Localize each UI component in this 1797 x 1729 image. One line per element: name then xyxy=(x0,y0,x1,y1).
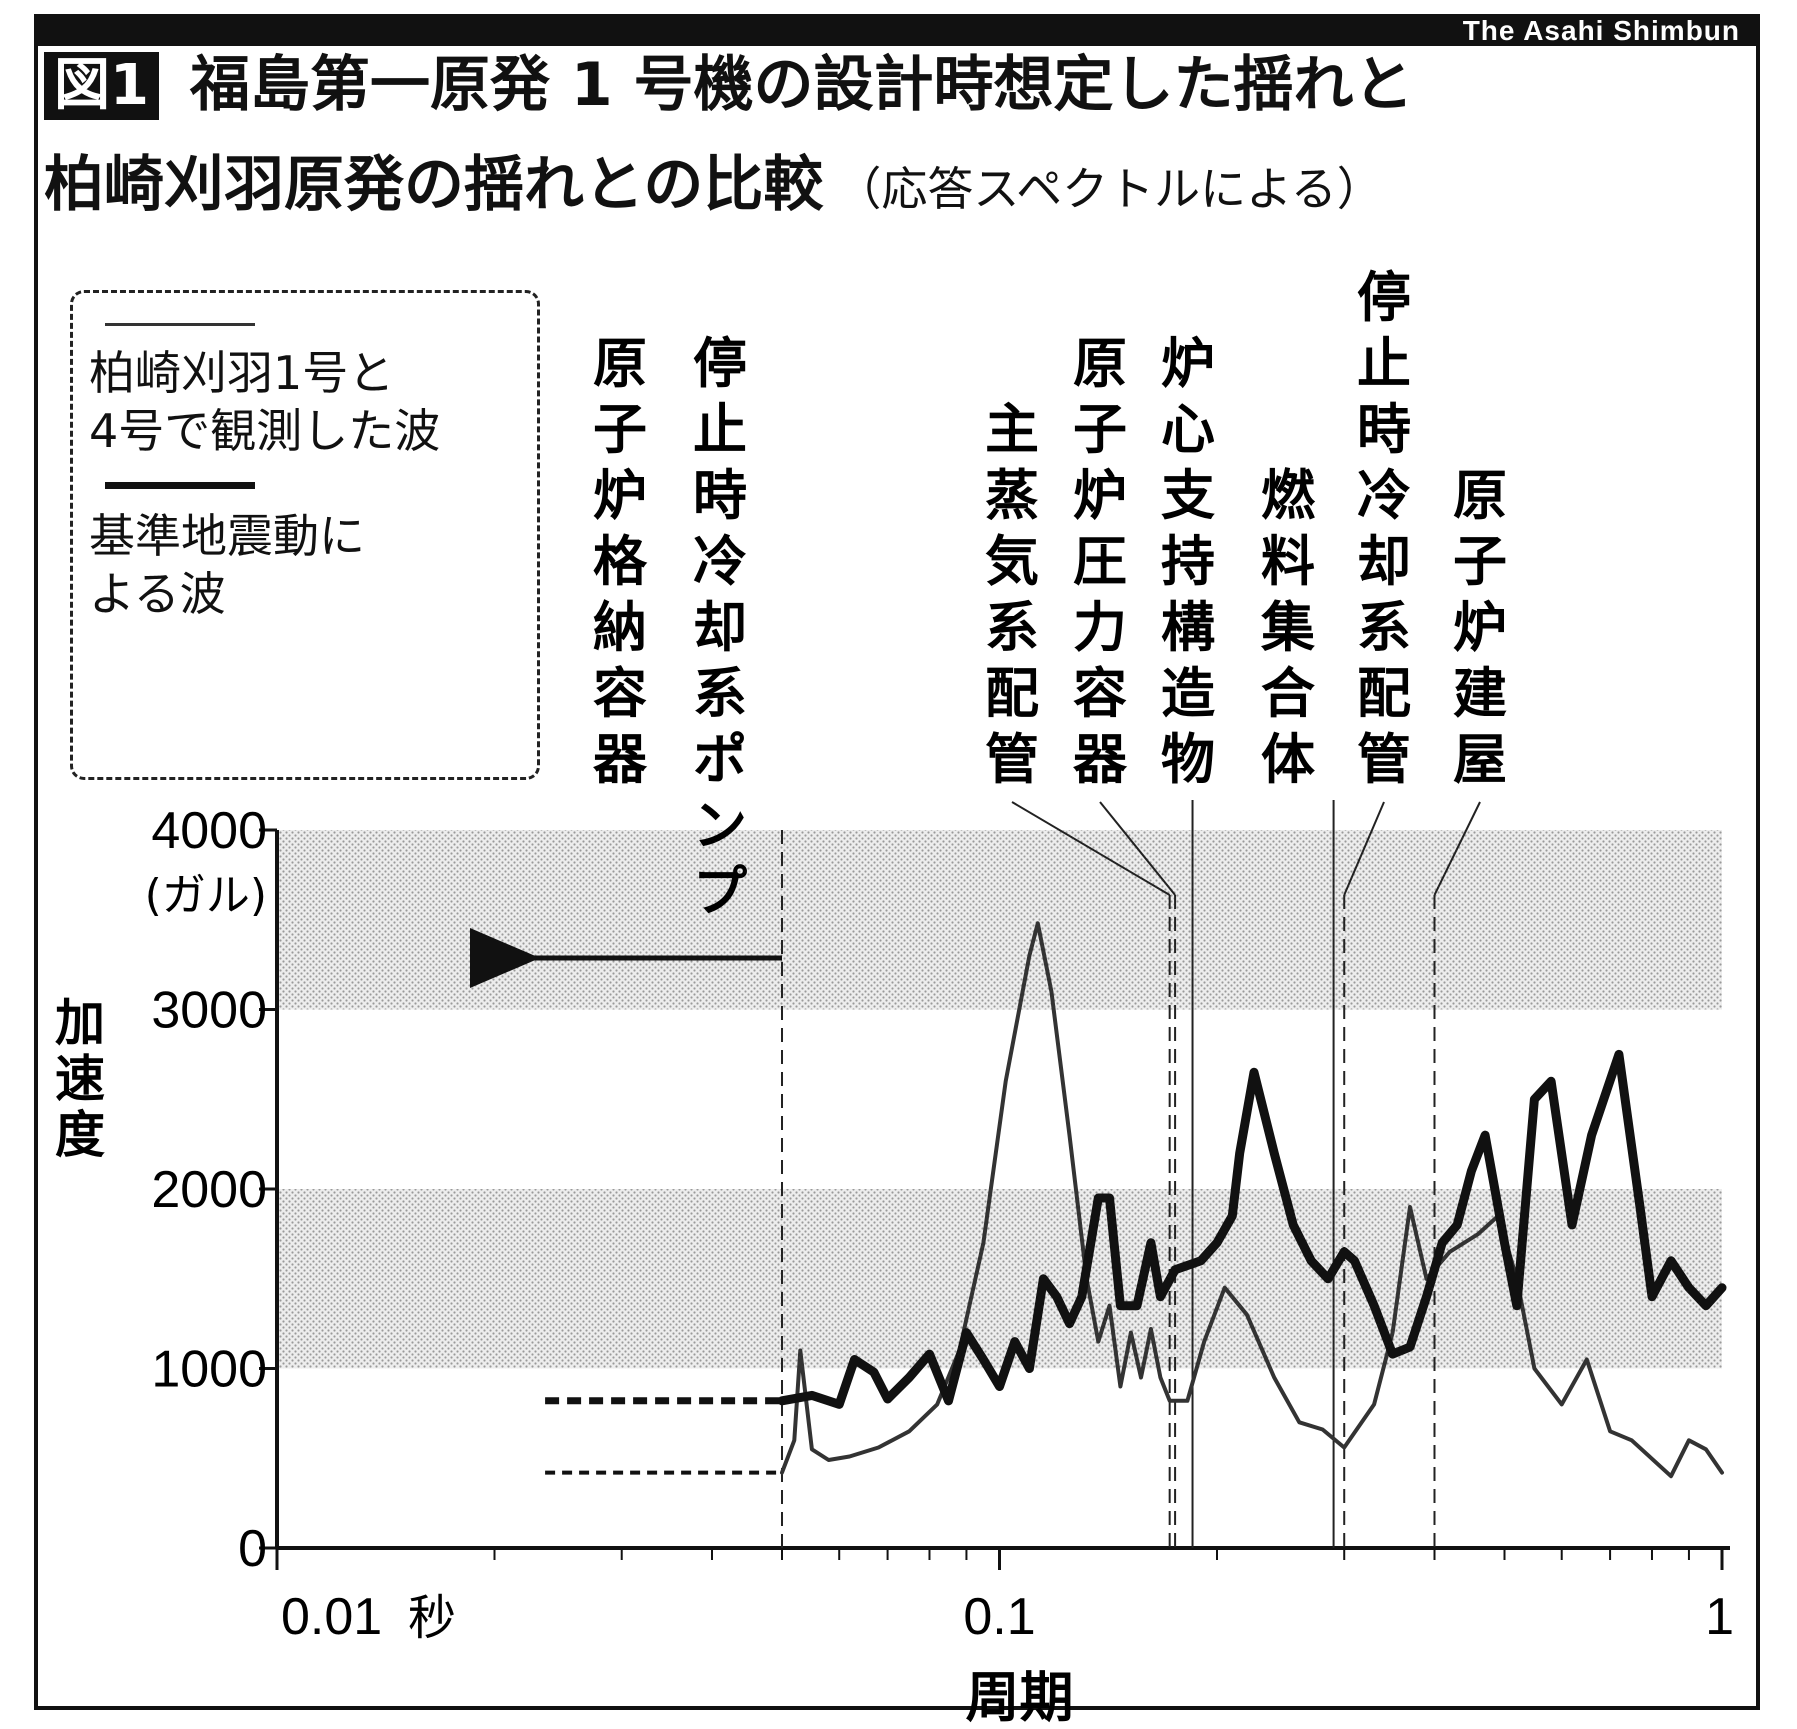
component-label: 停止時冷却系配管 xyxy=(1357,266,1411,791)
y-axis-unit: (ガル) xyxy=(145,870,267,921)
x-tick-label: 0.01 xyxy=(281,1588,382,1646)
shaded-band-1 xyxy=(277,830,1722,1010)
marker-leader xyxy=(1099,801,1176,896)
marker-leader xyxy=(1343,801,1385,896)
component-label: 主蒸気系配管 xyxy=(985,398,1039,791)
legend-label-observed: 柏崎刈羽1号と 4号で観測した波 xyxy=(89,346,441,458)
component-label: 停止時冷却系ポンプ xyxy=(693,332,747,923)
x-axis-unit: 秒 xyxy=(408,1590,456,1646)
marker-leader xyxy=(1433,801,1481,896)
y-tick-label: 1000 xyxy=(151,1341,267,1399)
y-tick-label: 0 xyxy=(238,1520,267,1578)
shaded-band-0 xyxy=(277,1189,1722,1369)
component-label: 原子炉建屋 xyxy=(1453,464,1507,791)
y-axis-label: 加速度 xyxy=(55,994,105,1164)
y-tick-label: 2000 xyxy=(151,1161,267,1219)
component-label: 炉心支持構造物 xyxy=(1161,332,1215,791)
y-tick-label: 4000 xyxy=(151,802,267,860)
legend-swatch-observed xyxy=(105,323,255,326)
x-tick-label: 1 xyxy=(1705,1588,1734,1646)
chart-title-line-2: 柏崎刈羽原発の揺れとの比較 （応答スペクトルによる） xyxy=(44,150,1383,224)
credit-text: The Asahi Shimbun xyxy=(1462,15,1740,46)
credit-bar: The Asahi Shimbun xyxy=(38,15,1756,46)
chart-title-line-2-text: 柏崎刈羽原発の揺れとの比較 xyxy=(44,150,824,220)
figure-number-badge: 図1 xyxy=(44,52,159,120)
series-observed-line xyxy=(780,921,1724,1479)
x-tick-label: 0.1 xyxy=(963,1588,1035,1646)
chart-subtitle: （応答スペクトルによる） xyxy=(835,162,1383,216)
series-design-line xyxy=(777,1049,1727,1409)
component-label: 原子炉格納容器 xyxy=(593,332,648,791)
legend-swatch-design xyxy=(105,482,255,489)
component-label: 燃料集合体 xyxy=(1260,464,1316,791)
y-tick-label: 3000 xyxy=(151,982,267,1040)
x-axis-label: 周期 xyxy=(966,1666,1074,1729)
legend: 柏崎刈羽1号と 4号で観測した波 基準地震動に よる波 xyxy=(70,290,540,780)
chart-title-line-1: 福島第一原発 1 号機の設計時想定した揺れと xyxy=(190,50,1414,120)
marker-leader xyxy=(1011,801,1171,896)
component-label: 原子炉圧力容器 xyxy=(1073,332,1128,791)
legend-label-design: 基準地震動に よる波 xyxy=(89,509,365,621)
